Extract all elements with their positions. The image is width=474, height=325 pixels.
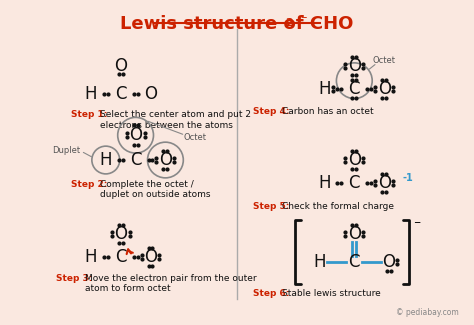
Text: O: O (114, 57, 127, 75)
Text: Step 2:: Step 2: (71, 180, 107, 189)
Text: Step 5:: Step 5: (253, 202, 289, 211)
Text: O: O (348, 151, 361, 169)
Text: O: O (129, 126, 142, 144)
Text: C: C (348, 80, 360, 98)
Text: Lewis structure of CHO: Lewis structure of CHO (120, 15, 354, 33)
Text: C: C (348, 174, 360, 192)
Text: O: O (348, 57, 361, 75)
Text: Duplet: Duplet (52, 146, 80, 155)
Text: H: H (85, 84, 97, 103)
Text: O: O (144, 248, 157, 266)
Text: Step 4:: Step 4: (253, 108, 290, 116)
Text: C: C (115, 84, 127, 103)
Text: O: O (144, 84, 157, 103)
Text: O: O (114, 225, 127, 243)
Text: H: H (100, 151, 112, 169)
Text: -1: -1 (402, 173, 413, 183)
Text: Step 1:: Step 1: (71, 111, 107, 120)
Text: Check the formal charge: Check the formal charge (282, 202, 394, 211)
Text: © pediabay.com: © pediabay.com (396, 308, 459, 317)
Text: H: H (318, 174, 331, 192)
Text: Select the center atom and put 2
electrons between the atoms: Select the center atom and put 2 electro… (100, 111, 251, 130)
Text: O: O (378, 80, 391, 98)
Text: Stable lewis structure: Stable lewis structure (282, 289, 381, 298)
Text: H: H (313, 253, 326, 271)
Text: Step 6:: Step 6: (253, 289, 289, 298)
Text: ⁻: ⁻ (413, 217, 420, 231)
Text: O: O (383, 253, 396, 271)
Text: C: C (115, 248, 127, 266)
Text: ⁻: ⁻ (301, 14, 307, 27)
FancyArrowPatch shape (127, 249, 133, 254)
Text: Octet: Octet (184, 133, 207, 142)
Text: Move the electron pair from the outer
atom to form octet: Move the electron pair from the outer at… (85, 274, 256, 293)
Text: C: C (348, 253, 360, 271)
Text: Octet: Octet (373, 56, 396, 65)
Text: Carbon has an octet: Carbon has an octet (282, 108, 374, 116)
Text: H: H (318, 80, 331, 98)
Text: O: O (348, 225, 361, 243)
Text: O: O (378, 174, 391, 192)
Text: C: C (130, 151, 141, 169)
Text: 2: 2 (285, 18, 292, 28)
Text: H: H (85, 248, 97, 266)
Text: Complete the octet /
duplet on outside atoms: Complete the octet / duplet on outside a… (100, 180, 210, 199)
Text: O: O (159, 151, 172, 169)
Text: Step 3:: Step 3: (56, 274, 92, 283)
